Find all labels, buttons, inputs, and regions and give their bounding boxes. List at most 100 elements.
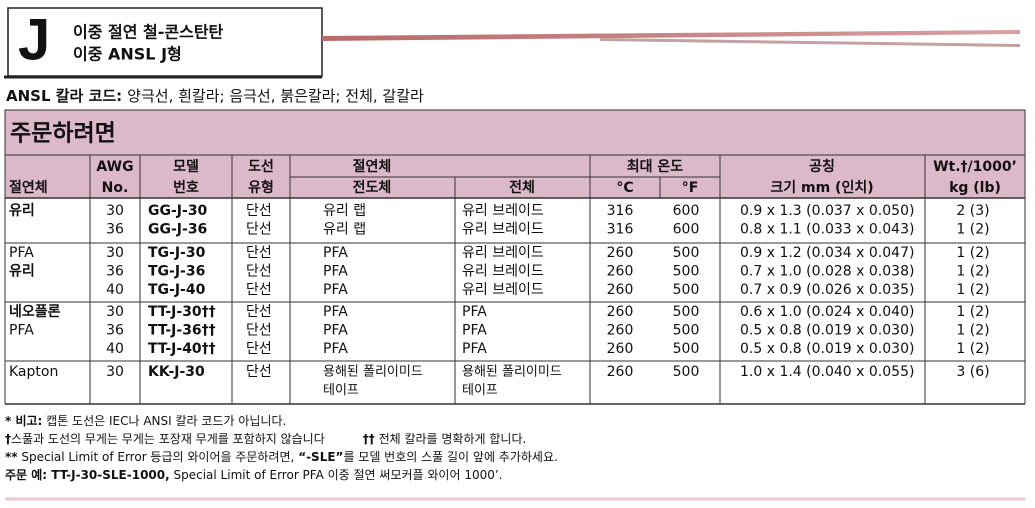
footnote-part: 스풀과 도선의 무게는 무게는 포장재 무게를 포함하지 않습니다 bbox=[11, 432, 325, 446]
footnote-part: “-SLE” bbox=[298, 450, 343, 464]
footnote-part: 주문 예: TT-J-30-SLE-1000, bbox=[5, 467, 170, 482]
cell: 30 bbox=[106, 304, 124, 320]
column-header: 전체 bbox=[509, 179, 535, 196]
table-header-bg bbox=[4, 109, 1026, 199]
cell: 1 (2) bbox=[956, 323, 989, 339]
cell: 600 bbox=[673, 203, 700, 219]
insulation: 네오플론 bbox=[9, 304, 61, 320]
cell: 1 (2) bbox=[956, 264, 989, 280]
cell: 0.8 x 1.1 (0.033 x 0.043) bbox=[740, 222, 914, 238]
cell: 단선 bbox=[246, 222, 272, 238]
column-header: 절연체 bbox=[9, 180, 48, 196]
column-header: AWG bbox=[96, 159, 133, 175]
cell: GG-J-30 bbox=[148, 203, 208, 219]
cell: 40 bbox=[106, 341, 124, 357]
cell: 40 bbox=[106, 282, 124, 298]
cell: 260 bbox=[607, 364, 634, 380]
cell: 단선 bbox=[246, 245, 272, 261]
cell: 500 bbox=[673, 364, 700, 380]
cell: PFA bbox=[323, 282, 348, 298]
cell: 2 (3) bbox=[956, 203, 989, 219]
color-code-text: 양극선, 흰칼라; 음극선, 붉은칼라; 전체, 갈칼라 bbox=[127, 87, 424, 105]
column-header: No. bbox=[102, 180, 129, 196]
cell: PFA bbox=[323, 341, 348, 357]
column-header: 절연체 bbox=[353, 159, 392, 175]
cell: 단선 bbox=[246, 341, 272, 357]
cell: 0.5 x 0.8 (0.019 x 0.030) bbox=[740, 323, 914, 339]
cell: 260 bbox=[607, 323, 634, 339]
cell: 유리 브레이드 bbox=[462, 282, 544, 298]
footnote-part: 를 모델 번호의 스풀 길이 앞에 추가하세요. bbox=[343, 450, 557, 464]
cell: 500 bbox=[673, 264, 700, 280]
footnote-part: 전체 칼라를 명확하게 합니다. bbox=[375, 432, 527, 446]
cell: 0.5 x 0.8 (0.019 x 0.030) bbox=[740, 341, 914, 357]
cell: PFA bbox=[323, 264, 348, 280]
footnote-part: Special Limit of Error PFA 이중 절연 써모커플 와이… bbox=[170, 468, 503, 482]
cell: PFA bbox=[323, 323, 348, 339]
wire-lead bbox=[600, 38, 1020, 47]
insulation: PFA bbox=[9, 245, 34, 261]
cell: 3 (6) bbox=[956, 364, 989, 380]
cell: 단선 bbox=[246, 203, 272, 219]
column-header: 최대 온도 bbox=[627, 159, 684, 175]
header-box bbox=[7, 7, 323, 77]
cell: TG-J-30 bbox=[148, 245, 206, 261]
cell: 용해된 폴리이미드 bbox=[323, 365, 423, 380]
cell: 0.7 x 0.9 (0.026 x 0.035) bbox=[740, 282, 914, 298]
color-code: ANSL 칼라 코드: 양극선, 흰칼라; 음극선, 붉은칼라; 전체, 갈칼라 bbox=[6, 87, 424, 105]
column-header: kg (lb) bbox=[949, 180, 1001, 196]
cell: 단선 bbox=[246, 282, 272, 298]
cell: PFA bbox=[462, 341, 487, 357]
cell: 1.0 x 1.4 (0.040 x 0.055) bbox=[740, 364, 914, 380]
wire bbox=[322, 30, 1020, 41]
cell: 0.7 x 1.0 (0.028 x 0.038) bbox=[740, 264, 914, 280]
cell: 260 bbox=[607, 264, 634, 280]
cell: 30 bbox=[106, 364, 124, 380]
cell: 500 bbox=[673, 245, 700, 261]
cell: 260 bbox=[607, 341, 634, 357]
cell: 유리 브레이드 bbox=[462, 264, 544, 280]
cell: 테이프 bbox=[462, 383, 498, 398]
cell: 단선 bbox=[246, 304, 272, 320]
column-header: 유형 bbox=[248, 179, 274, 196]
column-header: 번호 bbox=[173, 180, 199, 196]
cell: TT-J-40†† bbox=[148, 341, 216, 357]
cell: 유리 랩 bbox=[323, 203, 366, 219]
column-header: 공칭 bbox=[809, 159, 835, 175]
header-line: 이중 ANSL J형 bbox=[73, 45, 182, 64]
cell: 600 bbox=[673, 222, 700, 238]
header-line: 이중 절연 철-콘스탄탄 bbox=[73, 23, 224, 42]
insulation: PFA bbox=[9, 323, 34, 339]
cell: 유리 브레이드 bbox=[462, 245, 544, 261]
cell: 0.9 x 1.3 (0.037 x 0.050) bbox=[740, 203, 914, 219]
cell: 1 (2) bbox=[956, 245, 989, 261]
cell: 용해된 폴리이미드 bbox=[462, 365, 562, 380]
cell: 500 bbox=[673, 304, 700, 320]
cell: 단선 bbox=[246, 364, 272, 380]
footnote: ** Special Limit of Error 등급의 와이어을 주문하려면… bbox=[5, 450, 558, 464]
cell: 36 bbox=[106, 323, 124, 339]
column-header: 모델 bbox=[173, 159, 199, 175]
cell: 30 bbox=[106, 203, 124, 219]
cell: GG-J-36 bbox=[148, 222, 207, 238]
footnote-part: Special Limit of Error 등급의 와이어을 주문하려면, bbox=[18, 450, 299, 464]
cell: TT-J-36†† bbox=[148, 323, 216, 339]
cell: 유리 브레이드 bbox=[462, 222, 544, 238]
cell: 1 (2) bbox=[956, 222, 989, 238]
cell: 0.9 x 1.2 (0.034 x 0.047) bbox=[740, 245, 914, 261]
cell: 30 bbox=[106, 245, 124, 261]
footnote-part: ** bbox=[5, 450, 18, 464]
column-header: 크기 mm (인치) bbox=[770, 179, 873, 196]
footnote: 주문 예: TT-J-30-SLE-1000, Special Limit of… bbox=[5, 467, 503, 482]
cell: 36 bbox=[106, 264, 124, 280]
header-letter: J bbox=[18, 7, 50, 72]
footnote: * 비고: 캡톤 도선은 IEC나 ANSI 칼라 코드가 아닙니다. bbox=[5, 413, 286, 428]
cell: 1 (2) bbox=[956, 304, 989, 320]
cell: 단선 bbox=[246, 323, 272, 339]
cell: 260 bbox=[607, 245, 634, 261]
cell: 테이프 bbox=[323, 383, 359, 398]
cell: TG-J-36 bbox=[148, 264, 205, 280]
cell: TG-J-40 bbox=[148, 282, 206, 298]
